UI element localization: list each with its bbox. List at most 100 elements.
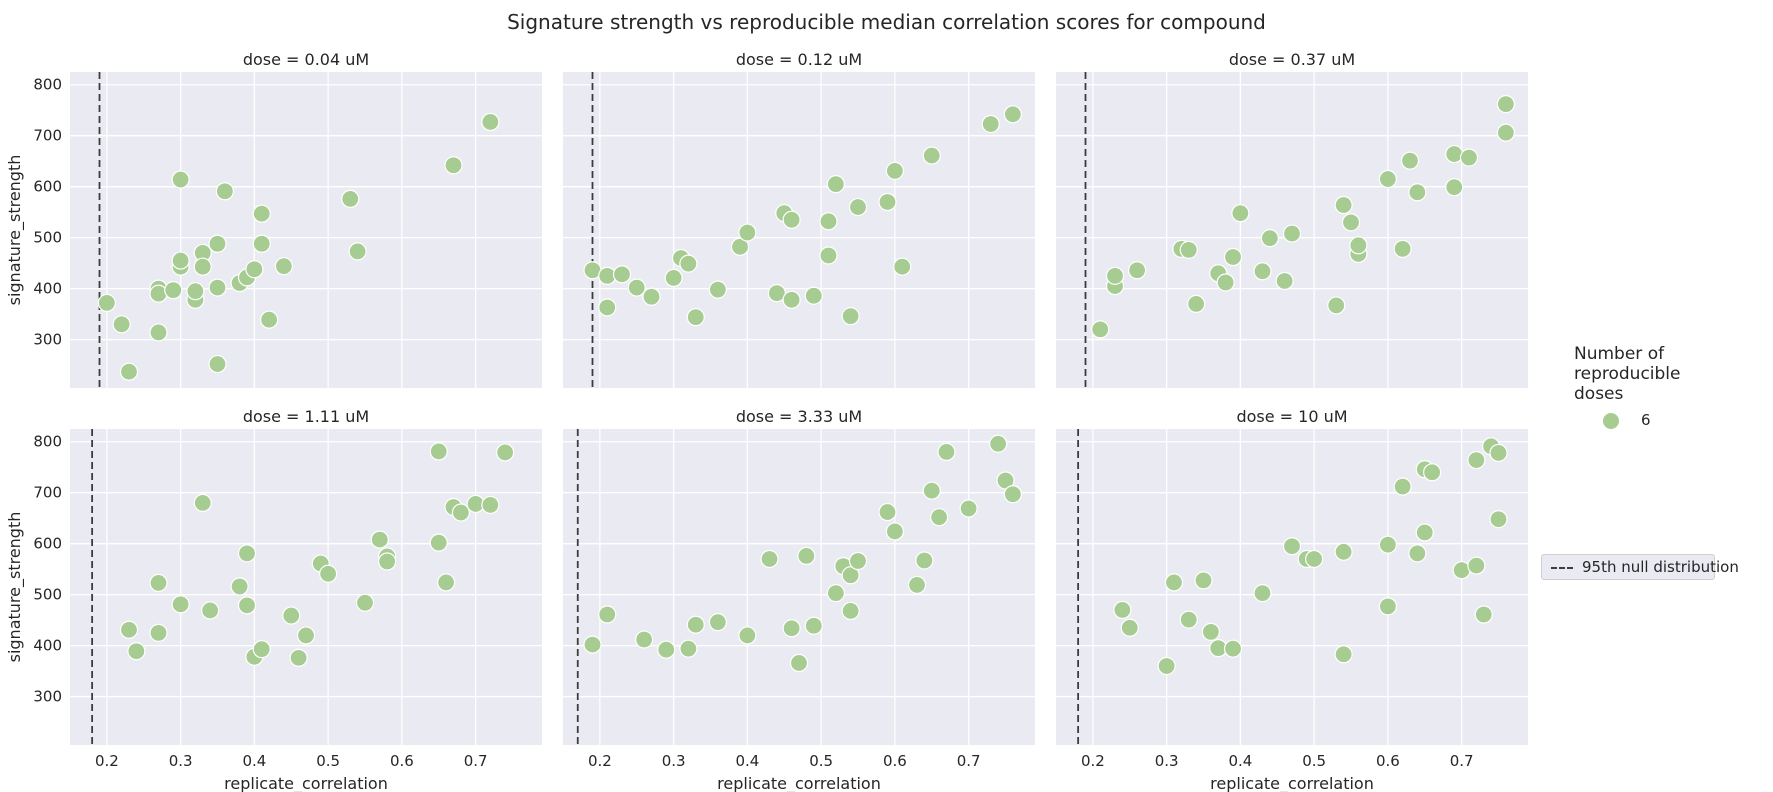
data-point [171, 251, 190, 270]
data-point [378, 552, 397, 571]
y-axis-label: signature_strength [5, 155, 25, 306]
x-tick-label: 0.3 [169, 752, 193, 770]
data-point [237, 544, 257, 563]
data-point [885, 161, 904, 180]
data-point [208, 234, 227, 253]
data-point [260, 310, 279, 329]
data-point [1187, 294, 1206, 314]
data-point [1201, 622, 1220, 641]
data-point [1393, 239, 1412, 258]
data-point [1393, 477, 1412, 496]
data-point [429, 442, 448, 461]
data-point [1253, 584, 1272, 603]
data-point [496, 443, 515, 462]
data-point [348, 242, 367, 261]
y-tick-label: 300 [33, 331, 62, 349]
panel-background [70, 72, 542, 388]
data-point [1003, 105, 1022, 124]
data-point [915, 551, 934, 570]
data-point [1113, 600, 1132, 620]
data-point [1282, 224, 1302, 243]
data-point [127, 642, 146, 661]
data-point [738, 626, 757, 645]
data-point [804, 286, 823, 305]
null-line-legend-label: 95th null distribution [1582, 558, 1739, 576]
data-point [119, 362, 139, 381]
x-tick-label: 0.2 [588, 752, 612, 770]
data-point [1341, 213, 1361, 232]
data-point [760, 549, 779, 569]
x-tick-label: 0.4 [1228, 752, 1252, 770]
panel-4: dose = 1.11 uM 300 400 500 600 700 800 signatur… [5, 407, 542, 792]
data-point [989, 434, 1008, 453]
data-point [1408, 183, 1427, 202]
data-point [819, 246, 838, 265]
x-tick-label: 0.5 [809, 752, 833, 770]
data-point [1179, 610, 1198, 629]
data-point [642, 287, 661, 306]
data-point [1496, 95, 1515, 114]
legend-title: Number of reproducible doses [1574, 344, 1681, 404]
data-point [1489, 510, 1508, 529]
data-point [355, 593, 375, 612]
data-point [826, 175, 845, 194]
data-point [841, 566, 860, 585]
data-point [341, 189, 360, 209]
y-tick-label: 300 [33, 688, 62, 706]
y-tick-label: 500 [33, 229, 62, 247]
data-point [657, 640, 676, 659]
data-point [1445, 178, 1464, 197]
data-point [444, 156, 463, 175]
data-point [922, 481, 941, 500]
data-point [1423, 463, 1442, 482]
data-point [1275, 271, 1294, 291]
x-tick-label: 0.3 [662, 752, 686, 770]
data-point [878, 192, 897, 212]
data-point [907, 575, 927, 595]
panel-6: dose = 10 uM 0.2 0.3 0.4 0.5 0.6 0.7 replicate_… [1056, 407, 1528, 792]
data-point [245, 260, 264, 279]
data-point [1334, 195, 1353, 215]
data-point [841, 601, 860, 621]
y-tick-label: 700 [33, 127, 62, 145]
data-point [937, 442, 956, 462]
data-point [208, 354, 227, 374]
x-tick-label: 0.7 [1450, 752, 1474, 770]
data-point [164, 281, 183, 300]
x-tick-label: 0.2 [1081, 752, 1105, 770]
data-point [112, 315, 131, 334]
data-point [708, 613, 727, 632]
data-point [1003, 485, 1022, 504]
data-point [1378, 169, 1397, 189]
data-point [149, 573, 168, 593]
panel-1: dose = 0.04 uM 300 400 500 600 700 800 signatur… [5, 50, 542, 388]
data-point [1179, 240, 1198, 259]
data-point [370, 530, 389, 549]
data-point [686, 615, 705, 634]
data-point [1120, 618, 1139, 637]
data-point [1408, 544, 1427, 563]
data-point [1467, 556, 1486, 575]
data-point [1216, 273, 1235, 292]
x-tick-label: 0.5 [1302, 752, 1326, 770]
data-point [1105, 266, 1125, 285]
data-point [319, 564, 338, 583]
data-point [959, 499, 978, 518]
x-tick-label: 0.3 [1155, 752, 1179, 770]
data-point [193, 493, 212, 513]
panel-title: dose = 0.04 uM [243, 50, 369, 69]
data-point [1194, 571, 1213, 590]
data-point [429, 533, 448, 552]
legend-label: 6 [1641, 411, 1651, 429]
data-point [1496, 123, 1515, 142]
x-tick-label: 0.5 [316, 752, 340, 770]
data-point [1260, 229, 1279, 248]
data-point [451, 503, 470, 522]
data-point [1334, 542, 1353, 561]
data-point [819, 212, 838, 231]
data-point [1415, 523, 1434, 542]
data-point [679, 639, 698, 658]
data-point [1231, 204, 1250, 223]
data-point [437, 573, 456, 592]
data-point [252, 204, 271, 223]
